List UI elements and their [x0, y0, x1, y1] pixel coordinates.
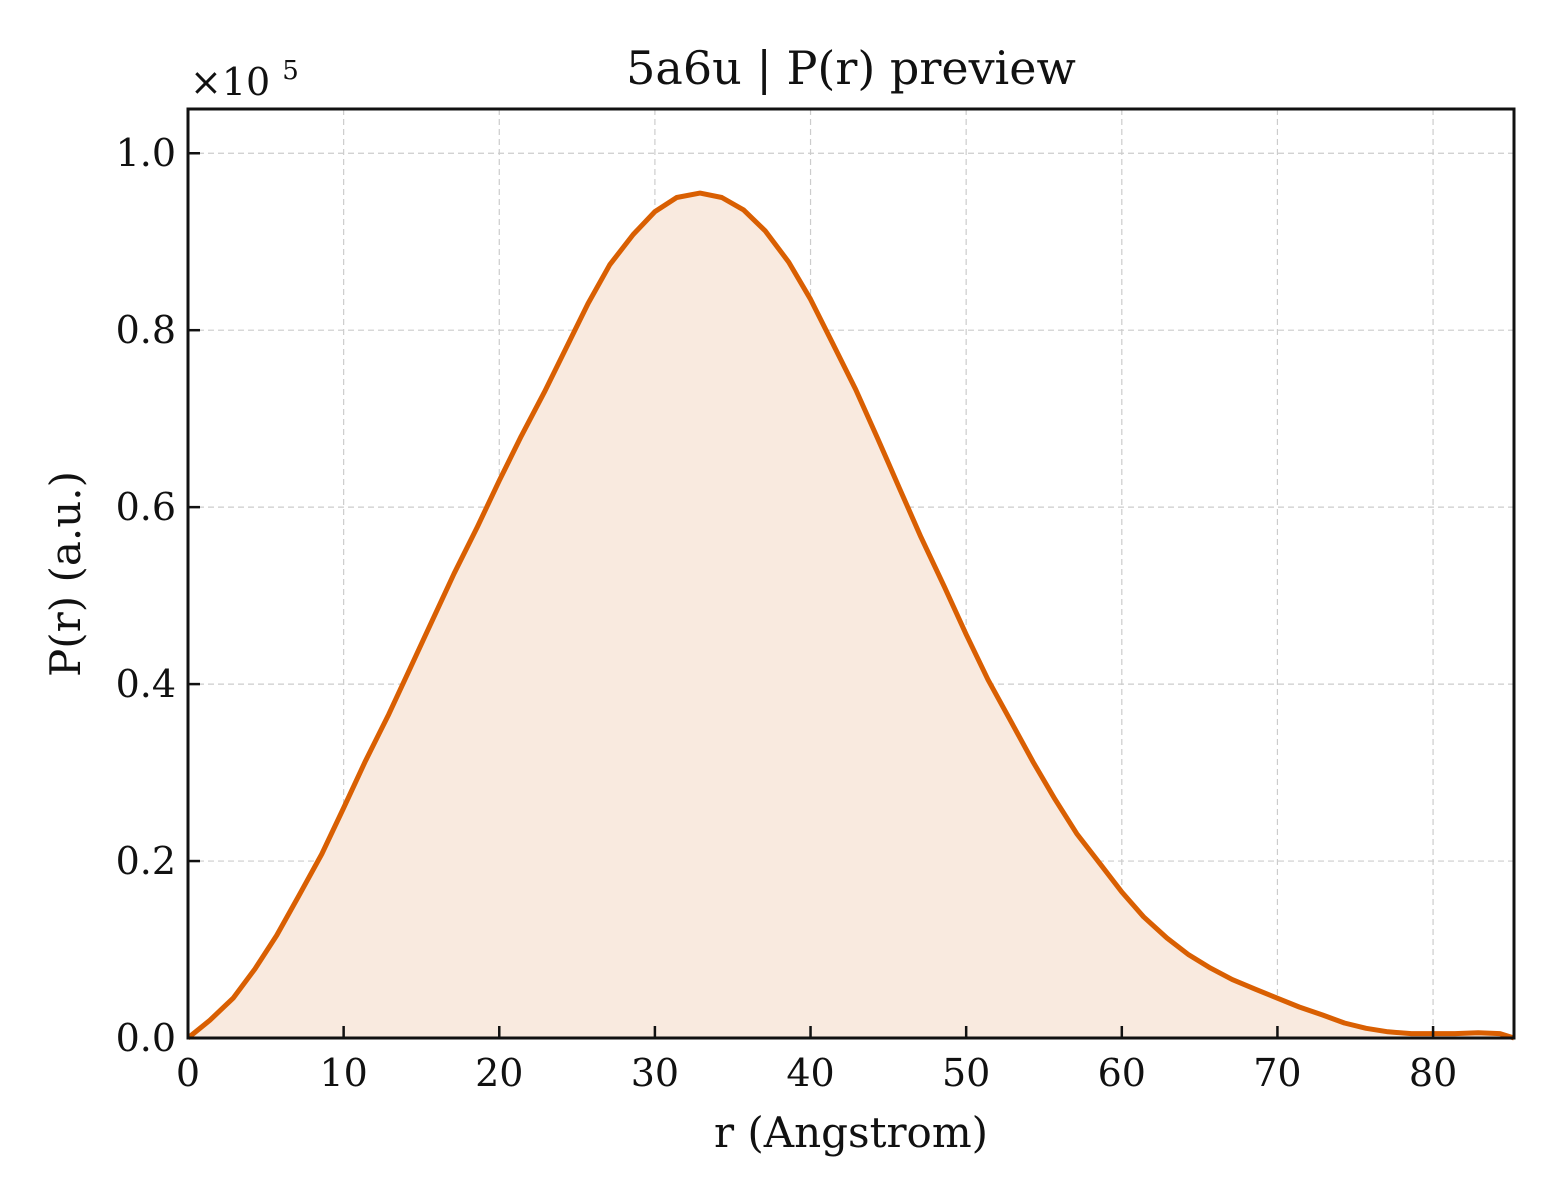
- x-tick-label: 10: [319, 1051, 367, 1095]
- x-tick-label: 70: [1253, 1051, 1301, 1095]
- y-tick-label: 0.4: [116, 662, 176, 706]
- x-tick-label: 80: [1409, 1051, 1457, 1095]
- y-tick-label: 0.6: [116, 485, 176, 529]
- x-tick-label: 20: [475, 1051, 523, 1095]
- y-axis-label: P(r) (a.u.): [41, 471, 90, 677]
- axis-ticks: 0 10 20 30 40 50 60 70 80 0.0 0.2 0.4 0.6 0.8 1.0: [116, 131, 1458, 1095]
- y-axis-multiplier: ×10 5: [190, 56, 299, 104]
- y-multiplier-exponent: 5: [282, 56, 299, 86]
- y-multiplier-base: ×10: [190, 60, 270, 104]
- y-tick-label: 0.8: [116, 308, 176, 352]
- y-tick-label: 1.0: [116, 131, 176, 175]
- y-tick-label: 0.0: [116, 1016, 176, 1060]
- x-tick-label: 50: [942, 1051, 990, 1095]
- pr-area-fill: [188, 193, 1514, 1039]
- y-tick-label: 0.2: [116, 839, 176, 883]
- chart-title: 5a6u | P(r) preview: [626, 41, 1076, 95]
- x-tick-label: 40: [786, 1051, 834, 1095]
- x-axis-label: r (Angstrom): [714, 1108, 988, 1157]
- pr-curve-line: [186, 190, 1515, 1041]
- x-tick-label: 0: [176, 1051, 200, 1095]
- plot-frame: [186, 107, 1516, 1040]
- x-tick-label: 30: [631, 1051, 679, 1095]
- x-tick-label: 60: [1098, 1051, 1146, 1095]
- plot-area: [186, 190, 1515, 1041]
